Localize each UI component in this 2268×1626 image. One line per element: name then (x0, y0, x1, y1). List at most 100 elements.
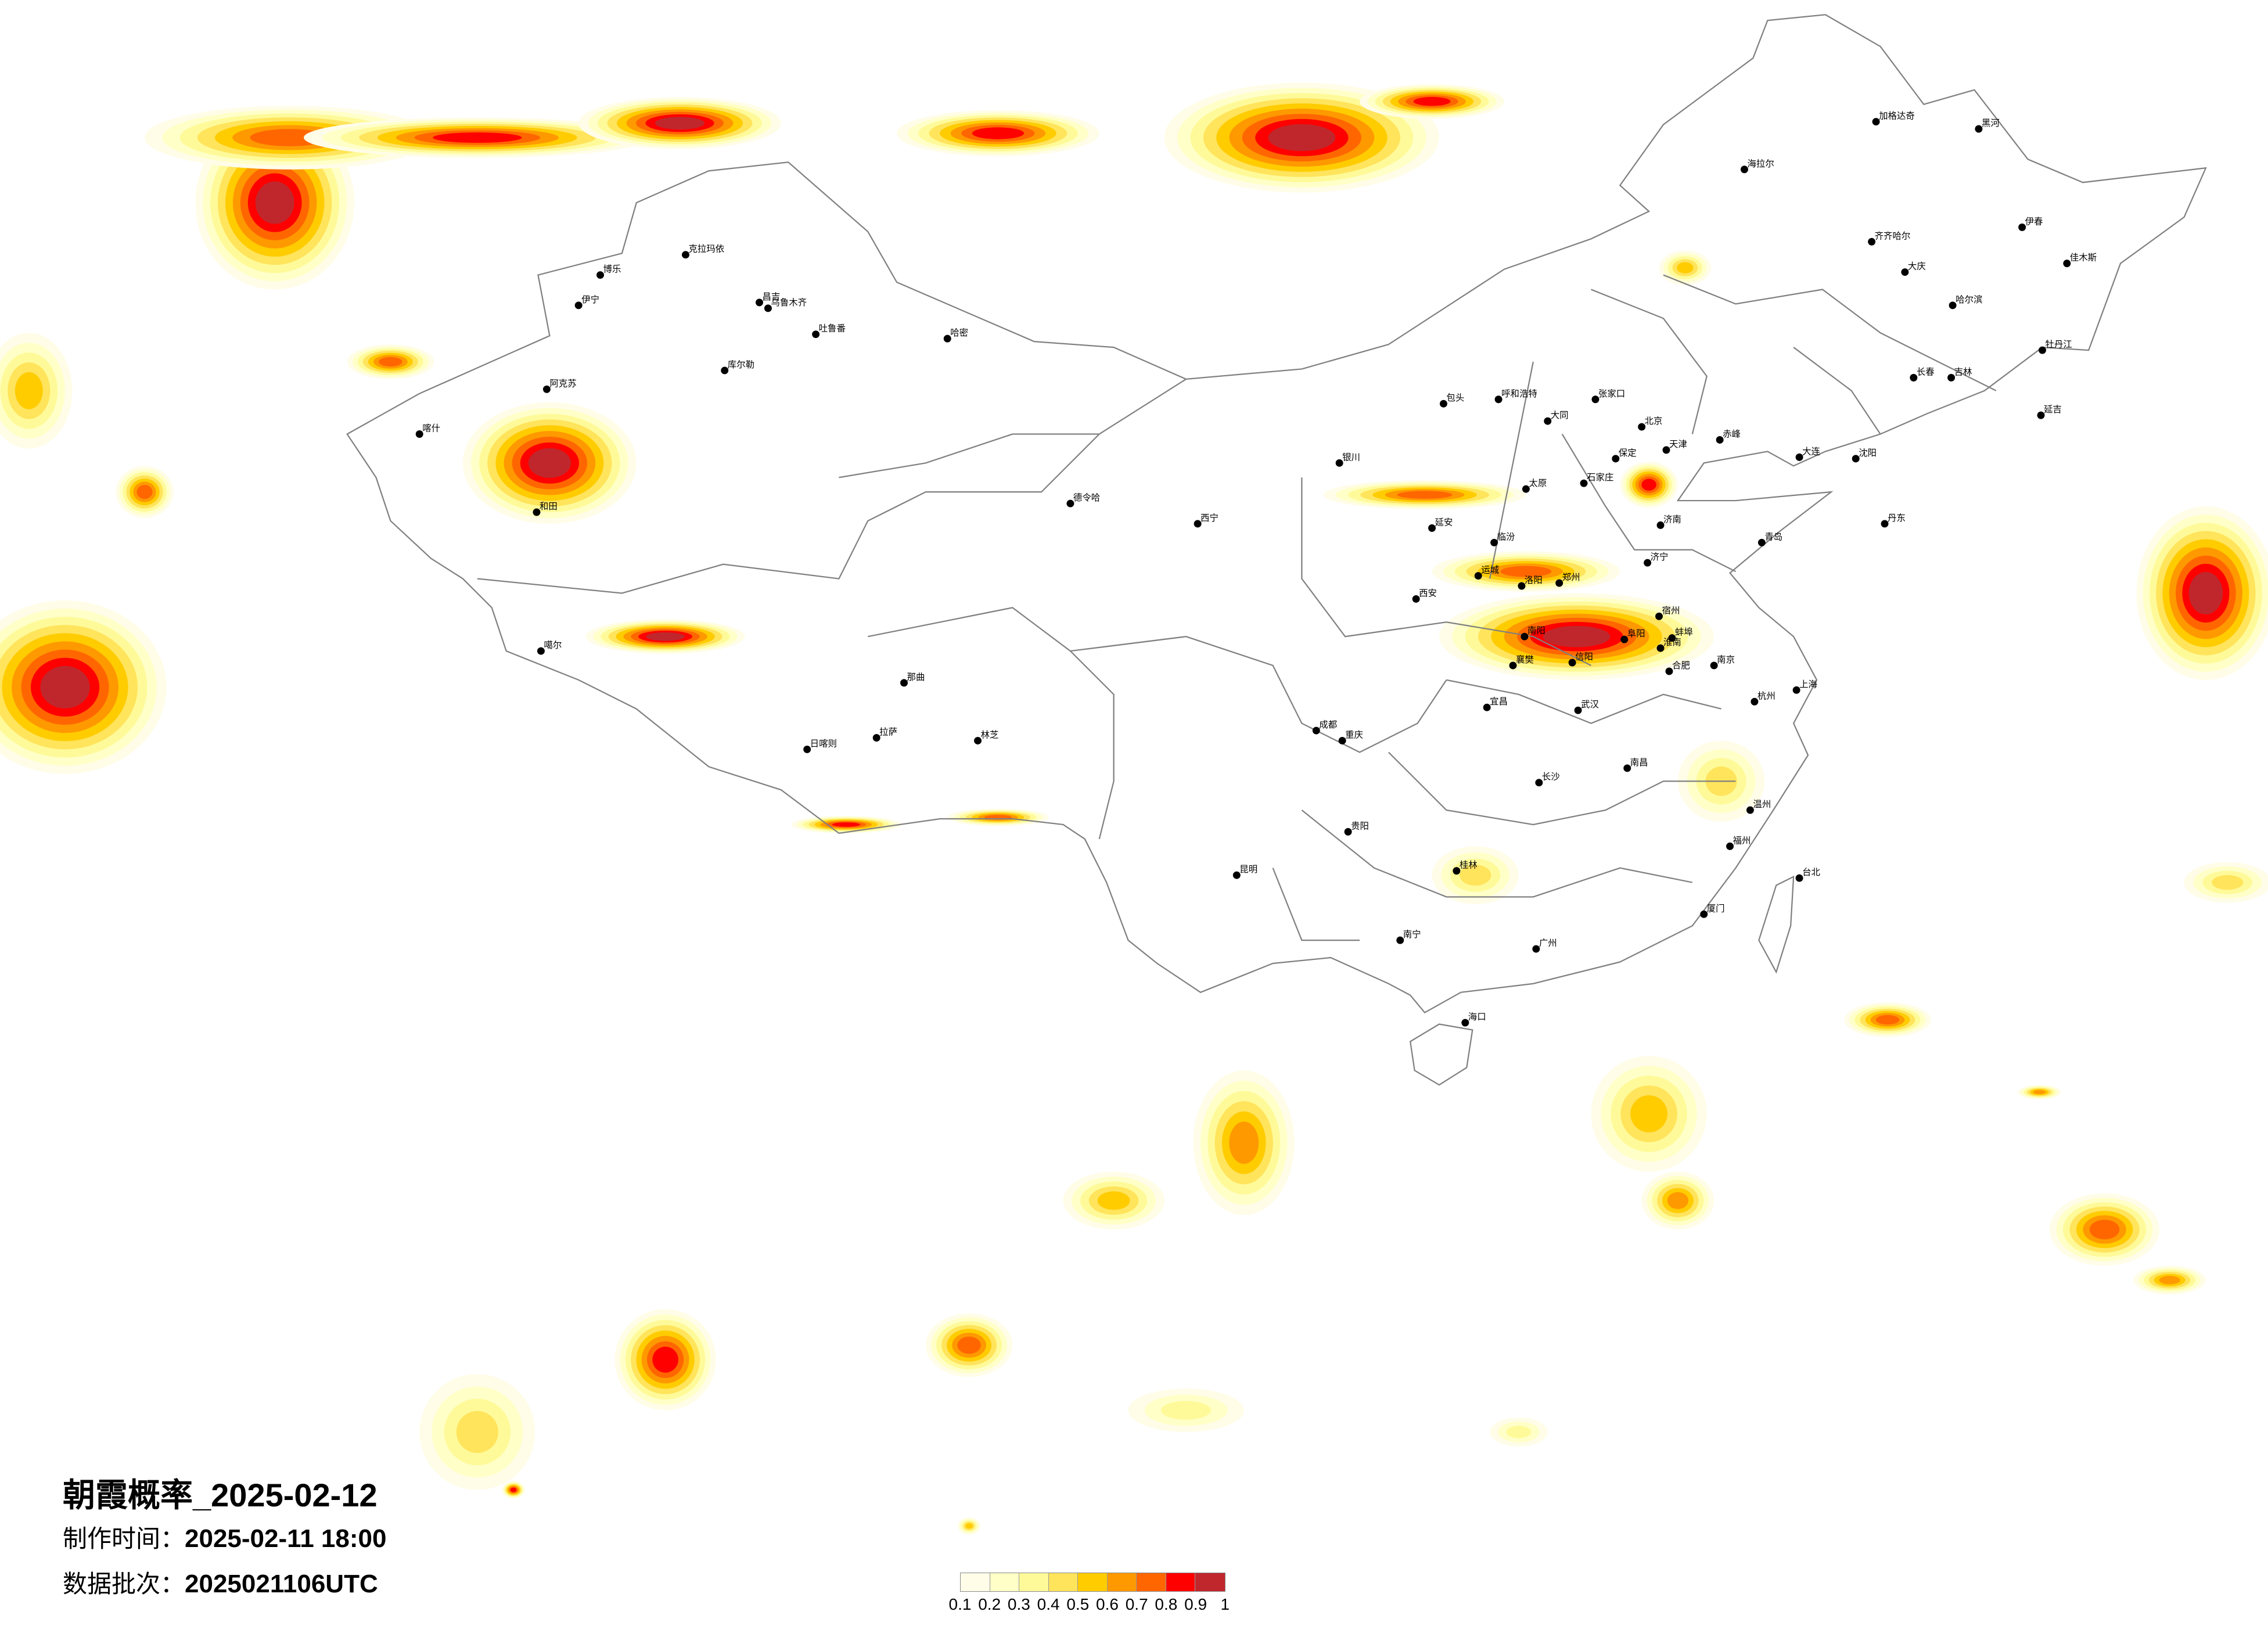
city-dot (1461, 1019, 1469, 1027)
city-dot (542, 385, 551, 393)
city-marker: 西宁 (1194, 513, 1219, 528)
city-marker: 成都 (1312, 720, 1337, 735)
city-dot (1852, 455, 1860, 463)
city-label: 日喀则 (810, 738, 837, 749)
legend-swatch (1019, 1573, 1049, 1591)
city-label: 杭州 (1757, 690, 1775, 701)
city-dot (1522, 485, 1530, 493)
city-label: 牡丹江 (2045, 339, 2072, 350)
city-dot (1580, 479, 1588, 487)
city-label: 温州 (1753, 799, 1771, 810)
legend-tick-label: 0.8 (1155, 1595, 1178, 1613)
city-dot (1544, 417, 1552, 425)
city-dot (1338, 737, 1346, 744)
city-dot (1795, 453, 1803, 461)
city-label: 海口 (1468, 1012, 1486, 1022)
city-label: 昆明 (1239, 864, 1257, 875)
city-dot (1757, 538, 1766, 546)
city-label: 和田 (540, 501, 558, 512)
probability-cell-cluster (2188, 571, 2223, 614)
city-label: 上海 (1799, 679, 1817, 689)
taiwan-outline (1758, 875, 1795, 974)
city-dot (1740, 166, 1748, 174)
city-dot (1910, 373, 1918, 382)
city-label: 丹东 (1888, 513, 1906, 523)
city-marker: 伊春 (2018, 216, 2043, 231)
city-dot (1710, 661, 1718, 670)
probability-cell-cluster (957, 1336, 981, 1354)
probability-cell-cluster (1229, 1121, 1259, 1164)
city-marker: 博乐 (596, 264, 621, 279)
city-dot (1568, 659, 1576, 667)
city-marker: 赤峰 (1716, 429, 1741, 444)
city-marker: 台北 (1795, 867, 1821, 882)
city-dot (1483, 703, 1491, 711)
city-label: 桂林 (1460, 860, 1478, 870)
city-marker: 福州 (1726, 835, 1751, 850)
city-label: 西安 (1419, 588, 1437, 598)
city-label: 运城 (1481, 565, 1499, 575)
city-label: 德令哈 (1073, 492, 1100, 503)
city-dot (943, 334, 951, 343)
probability-cell-cluster (456, 1411, 498, 1454)
city-dot (1638, 423, 1646, 431)
city-dot (1335, 459, 1343, 467)
city-dot (2063, 260, 2071, 268)
city-marker: 那曲 (900, 672, 925, 687)
city-label: 武汉 (1581, 699, 1599, 710)
city-dot (1396, 936, 1404, 944)
legend-swatch (1107, 1573, 1137, 1591)
city-label: 大同 (1551, 410, 1569, 420)
city-marker: 郑州 (1555, 572, 1580, 587)
city-marker: 海口 (1461, 1012, 1486, 1027)
city-marker: 大连 (1795, 446, 1821, 461)
probability-heat-layer (0, 82, 2268, 1535)
city-marker: 银川 (1335, 452, 1360, 467)
city-label: 成都 (1319, 720, 1337, 730)
city-label: 阜阳 (1627, 628, 1645, 639)
city-marker: 南昌 (1623, 757, 1648, 772)
city-marker: 沈阳 (1852, 448, 1877, 463)
legend-swatch (1137, 1573, 1166, 1591)
legend-swatch (990, 1573, 1019, 1591)
city-label: 厦门 (1707, 903, 1725, 913)
city-label: 郑州 (1562, 572, 1580, 582)
city-dot (756, 298, 763, 307)
city-label: 石家庄 (1587, 472, 1613, 483)
city-label: 乌鲁木齐 (771, 297, 807, 308)
city-marker: 张家口 (1591, 388, 1625, 404)
city-label: 伊宁 (581, 294, 599, 305)
city-label: 佳木斯 (2070, 253, 2097, 263)
city-marker: 丹东 (1881, 513, 1906, 528)
probability-cell-cluster (1268, 124, 1336, 152)
city-marker: 天津 (1662, 439, 1687, 454)
city-dot (1535, 779, 1543, 787)
city-marker: 哈密 (943, 328, 968, 343)
legend-swatch (961, 1573, 990, 1591)
probability-cell-cluster (1160, 1401, 1212, 1420)
legend-swatch (1048, 1573, 1078, 1591)
city-label: 哈密 (950, 328, 968, 338)
city-marker: 南宁 (1396, 929, 1421, 944)
probability-cell-cluster (1506, 1426, 1532, 1438)
city-label: 吉林 (1954, 366, 1972, 377)
city-label: 蚌埠 (1675, 627, 1693, 638)
city-label: 贵阳 (1351, 821, 1369, 831)
city-dot (872, 734, 880, 742)
city-marker: 库尔勒 (721, 359, 754, 375)
city-label: 喀什 (422, 423, 440, 434)
city-marker: 林芝 (974, 729, 998, 744)
city-marker: 阜阳 (1620, 628, 1645, 643)
city-label: 合肥 (1672, 660, 1690, 671)
city-dot (1532, 945, 1540, 953)
city-dot (1947, 373, 1956, 382)
city-label: 吐鲁番 (819, 323, 846, 334)
probability-cell-cluster (655, 117, 705, 130)
probability-cell-cluster (972, 127, 1025, 139)
city-label: 宿州 (1662, 605, 1680, 616)
city-dot (803, 745, 811, 753)
city-marker: 哈尔滨 (1949, 294, 1982, 310)
city-marker: 桂林 (1453, 860, 1478, 875)
